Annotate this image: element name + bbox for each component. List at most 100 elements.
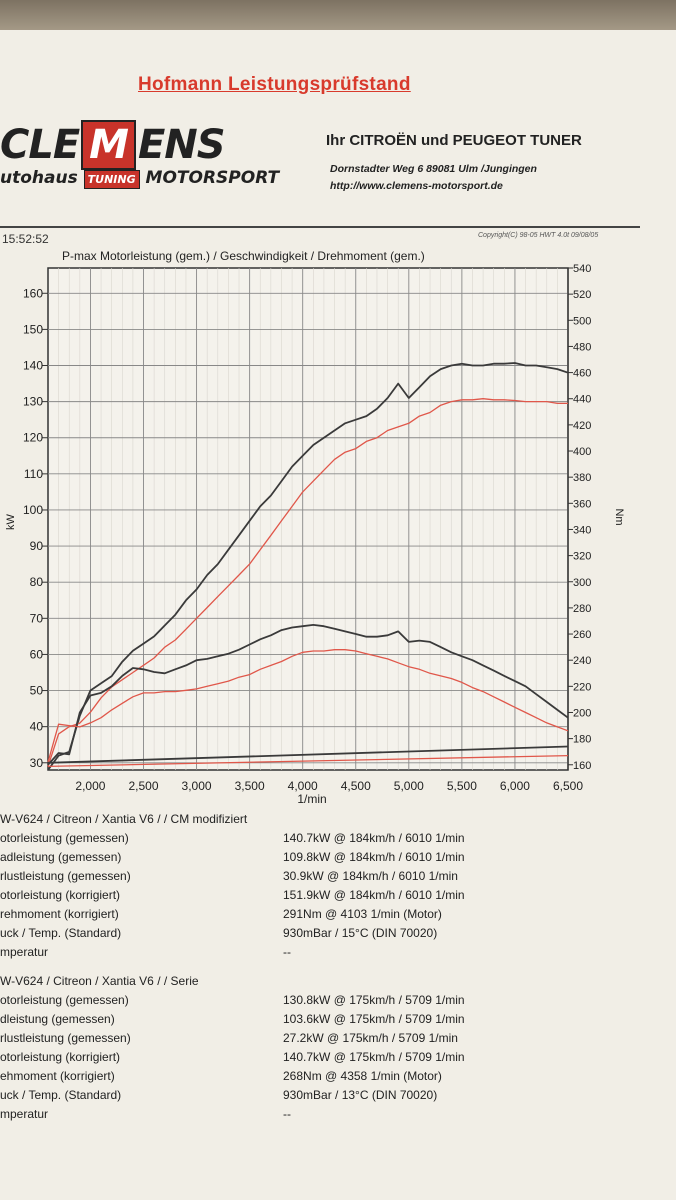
y2-tick-label: 360: [573, 498, 591, 510]
y2-tick-label: 320: [573, 551, 591, 563]
run-row-value: --: [283, 1107, 291, 1121]
series-torque-modified-line: [47, 624, 569, 766]
run-row-value: 140.7kW @ 184km/h / 6010 1/min: [283, 831, 465, 845]
y2-tick-label: 420: [573, 420, 591, 432]
run-row-label: dleistung (gemessen): [0, 1012, 115, 1026]
run-row-value: 930mBar / 13°C (DIN 70020): [283, 1088, 438, 1102]
y-tick-label: 120: [23, 431, 43, 445]
x-tick-label: 3,000: [182, 779, 212, 793]
run-row-label: otorleistung (korrigiert): [0, 888, 121, 902]
run-row-label: rlustleistung (gemessen): [0, 1031, 131, 1045]
y2-tick-label: 380: [573, 472, 591, 484]
run-row-label: otorleistung (gemessen): [0, 993, 129, 1007]
y-tick-label: 130: [23, 395, 43, 409]
y2-tick-label: 180: [573, 734, 591, 746]
series-speed-modified-line: [47, 745, 569, 764]
y2-tick-label: 200: [573, 707, 591, 719]
y2-tick-label: 260: [573, 629, 591, 641]
run-row-value: --: [283, 945, 291, 959]
background-surface: [0, 0, 676, 30]
y-tick-label: 90: [30, 539, 44, 553]
logo-sub-right: MOTORSPORT: [145, 168, 280, 188]
y-tick-label: 40: [30, 720, 44, 734]
run-row-label: rehmoment (korrigiert): [0, 907, 119, 921]
x-tick-label: 4,500: [341, 779, 371, 793]
y-tick-label: 110: [24, 467, 43, 481]
run-header: W-V624 / Citreon / Xantia V6 / / CM modi…: [0, 812, 248, 826]
run-row-label: adleistung (gemessen): [0, 850, 122, 864]
run-row-value: 291Nm @ 4103 1/min (Motor): [283, 907, 442, 921]
logo-sub-tuning: TUNING: [83, 170, 140, 189]
y2-tick-label: 460: [573, 368, 591, 380]
y2-tick-label: 440: [573, 394, 591, 406]
copyright-note: Copyright(C) 98-05 HWT 4.0t 09/08/05: [478, 232, 599, 239]
run-row-value: 109.8kW @ 184km/h / 6010 1/min: [283, 850, 465, 864]
run-header: W-V624 / Citreon / Xantia V6 / / Serie: [0, 974, 199, 988]
y-axis-label: kW: [5, 513, 17, 530]
logo-m: M: [81, 120, 136, 170]
run-row-label: ehmoment (korrigiert): [0, 1069, 115, 1083]
print-time: 15:52:52: [2, 232, 49, 246]
header-divider: [0, 226, 640, 228]
website-url: http://www.clemens-motorsport.de: [330, 180, 503, 192]
y-tick-label: 70: [30, 611, 44, 625]
y2-tick-label: 500: [573, 315, 591, 327]
y2-tick-label: 300: [573, 577, 591, 589]
x-tick-label: 5,000: [394, 779, 424, 793]
x-tick-label: 6,000: [500, 779, 530, 793]
y2-tick-label: 480: [573, 341, 591, 353]
run-row-label: mperatur: [0, 1107, 49, 1121]
run-row-label: rlustleistung (gemessen): [0, 869, 131, 883]
x-tick-label: 2,000: [75, 779, 105, 793]
x-tick-label: 5,500: [447, 779, 477, 793]
chart-title: P-max Motorleistung (gem.) / Geschwindig…: [62, 249, 425, 263]
logo-left: CLE: [0, 122, 80, 168]
y2-tick-label: 540: [573, 263, 591, 275]
y-tick-label: 30: [30, 756, 44, 770]
y-tick-label: 100: [23, 503, 43, 517]
y-tick-label: 50: [30, 684, 44, 698]
y2-tick-label: 160: [573, 760, 591, 772]
run-row-label: uck / Temp. (Standard): [0, 926, 122, 940]
y2-axis-label: Nm: [613, 508, 625, 525]
dyno-chart: 2,000 2,500 3,000 3,500 4,000 4,500 5,000 5,500…: [5, 263, 625, 806]
logo-subline: utohaus TUNING MOTORSPORT: [0, 168, 280, 189]
x-tick-label: 6,500: [553, 779, 583, 793]
y2-tick-label: 240: [573, 655, 591, 667]
address: Dornstadter Weg 6 89081 Ulm /Jungingen: [330, 163, 537, 175]
y2-tick-label: 220: [573, 681, 591, 693]
run-row-value: 140.7kW @ 175km/h / 5709 1/min: [283, 1050, 465, 1064]
run-row-value: 930mBar / 15°C (DIN 70020): [283, 926, 438, 940]
y2-tick-label: 400: [573, 446, 591, 458]
logo-right: ENS: [137, 122, 226, 168]
y-tick-label: 140: [23, 359, 43, 373]
series-power-modified-line: [47, 362, 569, 771]
y-tick-label: 80: [30, 575, 44, 589]
dyno-title: Hofmann Leistungsprüfstand: [138, 74, 411, 95]
run-row-value: 130.8kW @ 175km/h / 5709 1/min: [283, 993, 465, 1007]
y2-tick-label: 520: [573, 289, 591, 301]
x-axis-label: 1/min: [297, 792, 326, 806]
run-row-value: 151.9kW @ 184km/h / 6010 1/min: [283, 888, 465, 902]
tuner-tagline: Ihr CITROËN und PEUGEOT TUNER: [326, 132, 582, 149]
y2-tick-label: 280: [573, 603, 591, 615]
chart-series: [47, 362, 569, 771]
y-tick-label: 60: [30, 647, 44, 661]
series-speed-stock-line: [47, 754, 569, 768]
run-results: W-V624 / Citreon / Xantia V6 / / CM modi…: [0, 812, 676, 1142]
run-row-value: 30.9kW @ 184km/h / 6010 1/min: [283, 869, 458, 883]
x-tick-label: 3,500: [235, 779, 265, 793]
run-row-label: otorleistung (korrigiert): [0, 1050, 121, 1064]
series-torque-stock-line: [47, 649, 569, 763]
x-tick-label: 2,500: [128, 779, 158, 793]
series-power-stock-line: [47, 398, 568, 767]
logo-sub-left: utohaus: [0, 168, 78, 188]
run-row-label: uck / Temp. (Standard): [0, 1088, 122, 1102]
clemens-logo: CLE M ENS: [0, 120, 226, 170]
y-tick-label: 160: [23, 286, 43, 300]
y2-tick-label: 340: [573, 524, 591, 536]
run-row-label: mperatur: [0, 945, 49, 959]
run-row-label: otorleistung (gemessen): [0, 831, 129, 845]
y-tick-label: 150: [23, 322, 43, 336]
run-row-value: 103.6kW @ 175km/h / 5709 1/min: [283, 1012, 465, 1026]
